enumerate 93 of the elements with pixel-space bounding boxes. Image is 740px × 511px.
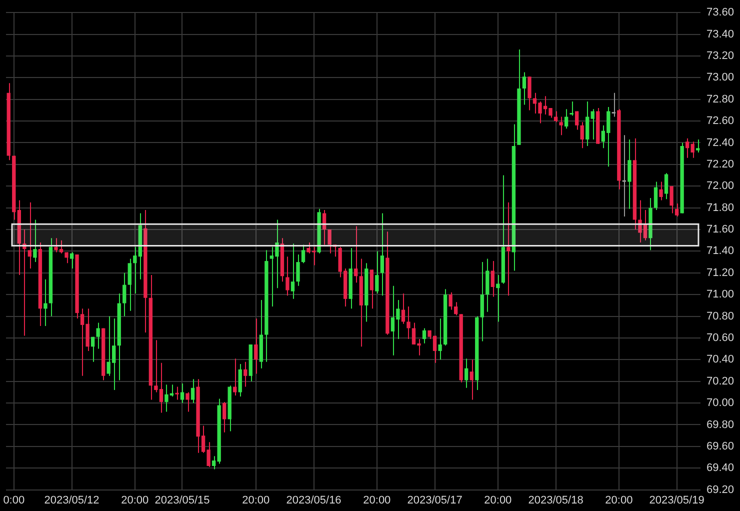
candlestick (222, 401, 226, 433)
candlestick (664, 172, 668, 200)
candlestick (238, 363, 242, 398)
candlestick (480, 262, 484, 342)
candlestick (128, 258, 132, 312)
y-tick-label: 71.60 (706, 224, 734, 236)
candlestick (296, 254, 300, 286)
y-tick-label: 73.60 (706, 6, 734, 19)
candlestick (190, 378, 195, 404)
candlestick (90, 336, 95, 362)
candlestick (422, 328, 426, 344)
y-tick-label: 71.40 (706, 245, 734, 258)
candlestick (559, 116, 563, 136)
candlestick (490, 260, 494, 298)
y-tick-label: 71.00 (706, 288, 734, 301)
candlestick (33, 219, 37, 263)
y-tick-label: 69.40 (706, 462, 734, 474)
candlestick (554, 110, 558, 123)
candlestick (659, 181, 663, 201)
candlestick (454, 302, 458, 316)
y-tick-label: 72.60 (706, 115, 734, 128)
y-tick-label: 70.80 (706, 310, 734, 322)
y-tick-label: 71.80 (706, 202, 734, 214)
x-tick-label: 0:00 (3, 494, 25, 506)
candlestick (654, 181, 658, 210)
candlestick (574, 110, 579, 130)
y-tick-label: 69.60 (706, 440, 734, 452)
candlestick (438, 318, 442, 360)
candlestick (528, 76, 532, 111)
y-tick-label: 73.20 (706, 50, 734, 62)
candlestick (580, 122, 584, 149)
y-tick-label: 70.40 (706, 354, 734, 366)
y-tick-label: 73.00 (706, 72, 734, 84)
candlestick (254, 318, 258, 374)
x-tick-label: 20:00 (605, 494, 633, 506)
candlestick (586, 101, 590, 146)
x-tick-label: 2023/05/12 (44, 494, 100, 506)
candlestick (301, 244, 306, 264)
candlestick (696, 138, 700, 154)
candlestick (122, 272, 126, 317)
candlestick (133, 246, 137, 294)
y-tick-label: 72.20 (706, 158, 734, 170)
y-tick-label: 69.80 (706, 418, 734, 431)
candlestick (612, 92, 616, 118)
candlestick (244, 361, 248, 388)
x-tick-label: 20:00 (363, 494, 391, 506)
y-tick-label: 70.20 (706, 375, 734, 388)
x-tick-label: 2023/05/19 (649, 494, 704, 506)
candlestick (96, 322, 100, 350)
candlestick (328, 229, 332, 254)
candlestick (674, 202, 679, 217)
candlestick (570, 101, 574, 116)
candlestick (175, 386, 179, 400)
x-tick-label: 2023/05/15 (154, 494, 210, 506)
candlestick (522, 72, 526, 106)
y-tick-label: 72.80 (706, 93, 734, 106)
candlestick (506, 202, 510, 296)
y-tick-label: 70.60 (706, 332, 734, 344)
candlestick (44, 278, 48, 327)
y-tick-label: 70.00 (706, 397, 734, 410)
candlestick (401, 293, 406, 324)
candlestick (470, 359, 474, 400)
y-tick-label: 71.20 (706, 266, 734, 279)
x-tick-label: 20:00 (242, 494, 270, 506)
candlestick (496, 274, 500, 322)
candlestick (486, 258, 490, 312)
candlestick (28, 202, 32, 270)
y-tick-label: 69.20 (706, 484, 734, 496)
candlestick (564, 108, 568, 130)
candlestick (286, 256, 290, 296)
candlestick (290, 243, 295, 300)
x-tick-label: 2023/05/17 (407, 494, 462, 506)
candlestick (354, 226, 358, 284)
candlestick (70, 252, 74, 270)
candlestick (464, 358, 468, 388)
x-tick-label: 2023/05/16 (286, 494, 342, 506)
candlestick (622, 134, 626, 217)
candlestick (406, 306, 410, 340)
x-tick-label: 2023/05/18 (528, 494, 584, 506)
candlestick (180, 383, 184, 404)
y-tick-label: 73.40 (706, 28, 734, 40)
y-tick-label: 72.00 (706, 180, 734, 192)
x-tick-label: 20:00 (484, 494, 512, 506)
candlestick (670, 186, 674, 214)
y-tick-label: 72.40 (706, 136, 734, 149)
candlestick (375, 250, 379, 294)
candlestick (448, 292, 452, 310)
candlestick (186, 392, 190, 412)
candlestick (628, 138, 632, 210)
candlestick (590, 108, 594, 140)
x-tick-label: 20:00 (121, 494, 149, 506)
candlestick (380, 212, 384, 296)
candlestick (370, 269, 374, 310)
